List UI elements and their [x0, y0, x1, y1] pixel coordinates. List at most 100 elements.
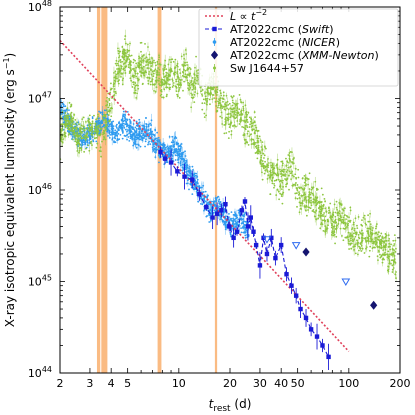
data-point	[163, 143, 166, 146]
data-point	[147, 82, 150, 85]
data-point	[62, 109, 65, 112]
data-point	[338, 219, 341, 222]
data-point	[320, 187, 323, 190]
data-point	[151, 130, 154, 133]
data-point	[76, 131, 78, 134]
data-point	[159, 94, 162, 97]
data-point	[234, 222, 236, 225]
data-point	[229, 116, 231, 119]
data-point	[203, 116, 206, 119]
data-point	[108, 104, 111, 107]
data-point	[249, 120, 252, 123]
data-point	[88, 139, 91, 141]
data-point	[202, 194, 204, 197]
data-point	[98, 117, 100, 120]
data-point	[186, 67, 189, 70]
data-point	[322, 229, 325, 232]
data-point	[244, 231, 247, 234]
x-tick-label: 3	[86, 377, 93, 390]
data-point	[165, 86, 167, 89]
data-point	[347, 236, 349, 239]
data-point	[112, 125, 115, 128]
data-point	[322, 215, 324, 217]
data-point	[127, 124, 129, 127]
data-point	[106, 113, 109, 116]
data-point	[258, 135, 261, 138]
data-point	[80, 147, 83, 150]
data-point	[305, 209, 307, 212]
data-point	[80, 149, 83, 151]
data-point	[314, 334, 320, 339]
data-point	[238, 108, 241, 111]
data-point	[102, 138, 105, 141]
data-point	[75, 128, 78, 131]
data-point	[182, 89, 184, 92]
data-point	[191, 94, 194, 96]
data-point	[381, 261, 384, 264]
data-point	[122, 110, 125, 113]
data-point	[361, 229, 363, 232]
data-point	[199, 202, 202, 205]
data-point	[378, 253, 381, 256]
data-point	[294, 197, 297, 199]
data-point	[116, 62, 119, 65]
data-point	[346, 235, 349, 238]
axis-titles: trest (d) X-ray isotropic equivalent lumi…	[2, 53, 251, 414]
data-point	[209, 92, 212, 95]
data-point	[173, 151, 176, 153]
data-point	[177, 90, 180, 93]
data-point	[169, 145, 171, 148]
data-point	[238, 123, 241, 125]
data-point	[151, 146, 154, 149]
data-point	[385, 234, 388, 237]
data-point	[228, 212, 230, 215]
data-point	[375, 225, 378, 228]
data-point	[317, 214, 320, 217]
data-point	[335, 228, 338, 231]
data-point	[61, 141, 64, 144]
data-point	[250, 138, 253, 141]
data-point	[318, 210, 321, 213]
data-point	[147, 128, 150, 131]
data-point	[124, 54, 126, 57]
data-point	[134, 136, 137, 139]
data-point	[139, 71, 141, 73]
data-point	[370, 239, 373, 241]
data-point	[122, 67, 125, 70]
data-point	[375, 242, 378, 244]
data-point	[279, 184, 282, 187]
data-point	[232, 95, 235, 97]
data-point	[91, 120, 94, 123]
data-point	[344, 222, 347, 225]
data-point	[250, 118, 253, 121]
data-point	[156, 131, 159, 134]
data-point	[261, 171, 263, 174]
data-point	[215, 90, 218, 93]
data-point	[350, 247, 353, 250]
data-point	[177, 145, 180, 147]
data-point	[353, 245, 356, 248]
data-point	[314, 215, 317, 218]
data-point	[125, 120, 128, 123]
data-point	[106, 117, 109, 120]
data-point	[74, 119, 77, 121]
data-point	[308, 327, 314, 332]
data-point	[77, 134, 80, 137]
data-point	[178, 96, 181, 99]
data-point	[132, 144, 135, 147]
data-point	[254, 145, 257, 148]
data-point	[81, 118, 84, 121]
data-point	[227, 108, 230, 111]
data-point	[114, 141, 117, 144]
data-point	[338, 210, 341, 212]
data-point	[312, 209, 315, 211]
data-point	[385, 239, 388, 242]
shaded-band-3	[214, 7, 218, 373]
data-point	[60, 123, 63, 126]
data-point	[139, 41, 142, 44]
data-point	[321, 223, 324, 226]
data-point	[386, 269, 389, 272]
data-point	[154, 68, 157, 71]
data-point	[121, 72, 124, 75]
data-point	[201, 203, 204, 206]
